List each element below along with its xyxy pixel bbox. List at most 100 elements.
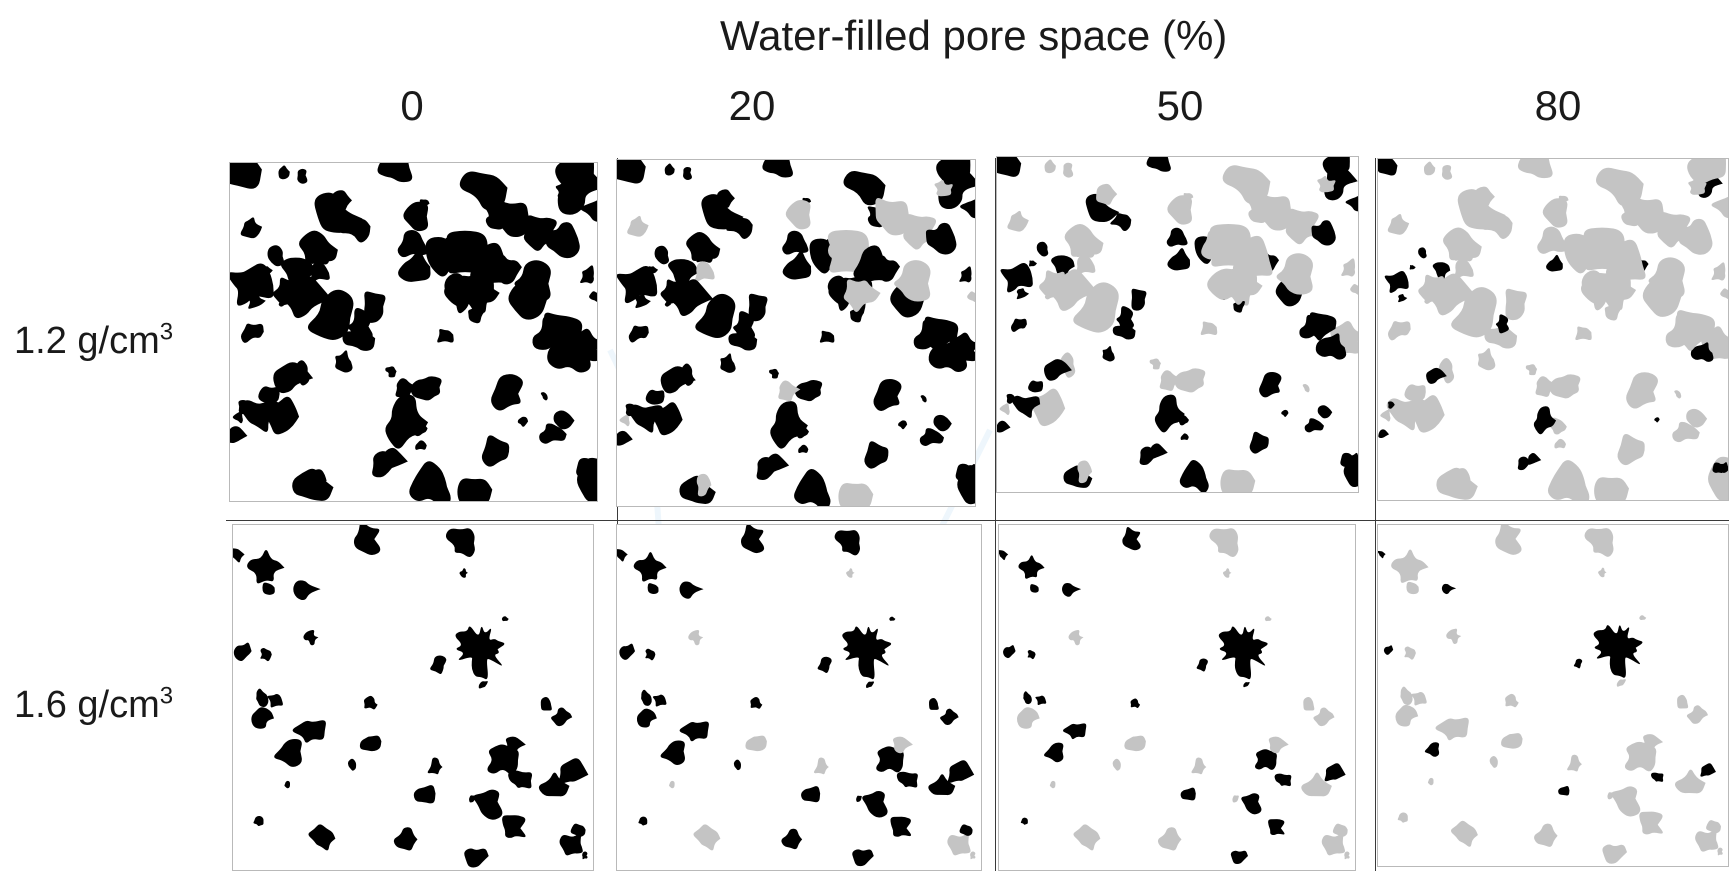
water-filled-pore <box>1495 525 1522 555</box>
water-filled-pore <box>1674 769 1706 794</box>
water-filled-pore <box>1525 364 1538 376</box>
air-filled-pore <box>1243 681 1250 688</box>
air-filled-pore <box>481 435 510 467</box>
air-filled-pore <box>748 293 768 322</box>
air-filled-pore <box>1003 645 1016 659</box>
water-filled-pore <box>1477 348 1496 371</box>
water-filled-pore <box>1317 176 1336 193</box>
air-filled-pore <box>947 760 975 783</box>
water-filled-pore <box>1063 162 1074 178</box>
air-filled-pore <box>267 694 283 708</box>
air-filled-pore <box>1259 371 1282 398</box>
air-filled-pore <box>686 232 721 261</box>
air-filled-pore <box>1309 312 1337 341</box>
water-filled-pore <box>1395 704 1419 727</box>
water-filled-pore <box>1200 321 1218 336</box>
air-filled-pore <box>1324 763 1346 782</box>
air-filled-pore <box>385 394 429 449</box>
air-filled-pore <box>617 266 658 304</box>
water-filled-pore <box>1276 253 1313 295</box>
pore-image-1-2-50 <box>996 156 1359 493</box>
air-filled-pore <box>890 816 912 837</box>
water-filled-pore <box>1534 823 1558 847</box>
air-filled-pore <box>1268 819 1285 836</box>
water-filled-pore <box>1112 758 1121 771</box>
water-filled-pore <box>1611 786 1641 817</box>
air-filled-pore <box>501 616 509 622</box>
air-filled-pore <box>273 362 314 394</box>
water-filled-pore <box>1605 239 1646 282</box>
water-filled-pore <box>693 824 721 851</box>
air-filled-pore <box>473 789 503 820</box>
water-filled-pore <box>1044 159 1056 174</box>
water-filled-pore <box>627 215 649 237</box>
air-filled-pore <box>1654 417 1660 423</box>
water-filled-pore <box>894 260 931 302</box>
air-filled-pore <box>299 230 338 264</box>
air-filled-pore <box>258 386 280 404</box>
air-filled-pore <box>353 525 381 555</box>
air-filled-pore <box>1712 462 1723 474</box>
air-filled-pore <box>478 681 488 689</box>
pore-texture <box>230 163 597 501</box>
water-filled-pore <box>1225 272 1263 305</box>
water-filled-pore <box>1303 697 1315 711</box>
water-filled-pore <box>947 832 971 856</box>
water-filled-pore <box>1387 213 1410 235</box>
water-filled-pore <box>1174 368 1206 393</box>
water-filled-pore <box>1642 277 1682 317</box>
water-filled-pore <box>1598 567 1607 578</box>
air-filled-pore <box>741 525 765 554</box>
pore-image-1-6-50 <box>998 524 1356 871</box>
water-filled-pore <box>1350 284 1358 295</box>
air-filled-pore <box>856 795 862 802</box>
air-filled-pore <box>403 201 429 232</box>
water-filled-pore <box>778 380 801 402</box>
air-filled-pore <box>464 848 489 868</box>
air-filled-pore <box>570 823 586 837</box>
air-filled-pore <box>654 245 669 265</box>
air-filled-pore <box>303 629 319 646</box>
air-filled-pore <box>395 378 418 399</box>
air-filled-pore <box>664 163 675 176</box>
water-filled-pore <box>1630 196 1664 234</box>
air-filled-pore <box>539 423 567 444</box>
air-filled-pore <box>544 312 583 354</box>
water-filled-pore <box>1016 707 1040 729</box>
air-filled-pore <box>427 757 443 775</box>
water-filled-pore <box>1313 707 1335 727</box>
air-filled-pore <box>645 389 665 405</box>
air-filled-pore <box>1315 333 1347 360</box>
air-filled-pore <box>307 289 354 340</box>
air-filled-pore <box>262 582 275 595</box>
water-filled-pore <box>1232 795 1239 803</box>
row-label-superscript: 3 <box>159 318 174 346</box>
air-filled-pore <box>308 824 336 851</box>
water-filled-pore <box>1436 467 1478 500</box>
air-filled-pore <box>469 795 476 803</box>
water-filled-pore <box>1484 325 1518 349</box>
water-filled-pore <box>1077 460 1093 484</box>
air-filled-pore <box>280 257 315 294</box>
water-filled-pore <box>1404 384 1426 402</box>
water-filled-pore <box>1321 832 1346 856</box>
air-filled-pore <box>873 378 902 411</box>
air-filled-pore <box>635 294 651 309</box>
air-filled-pore <box>260 647 272 662</box>
air-filled-pore <box>398 249 431 282</box>
water-filled-pore <box>1706 820 1721 834</box>
air-filled-pore <box>1030 584 1039 593</box>
air-filled-pore <box>582 851 588 860</box>
air-filled-pore <box>514 260 551 302</box>
air-filled-pore <box>1016 288 1030 300</box>
air-filled-pore <box>782 230 809 255</box>
air-filled-pore <box>240 323 264 343</box>
air-filled-pore <box>1558 786 1570 796</box>
air-filled-pore <box>679 721 709 742</box>
water-filled-pore <box>1400 686 1413 705</box>
air-filled-pore <box>817 656 832 674</box>
air-filled-pore <box>468 306 485 324</box>
air-filled-pore <box>502 815 526 838</box>
water-filled-pore <box>1222 568 1232 578</box>
water-filled-pore <box>1404 646 1416 660</box>
